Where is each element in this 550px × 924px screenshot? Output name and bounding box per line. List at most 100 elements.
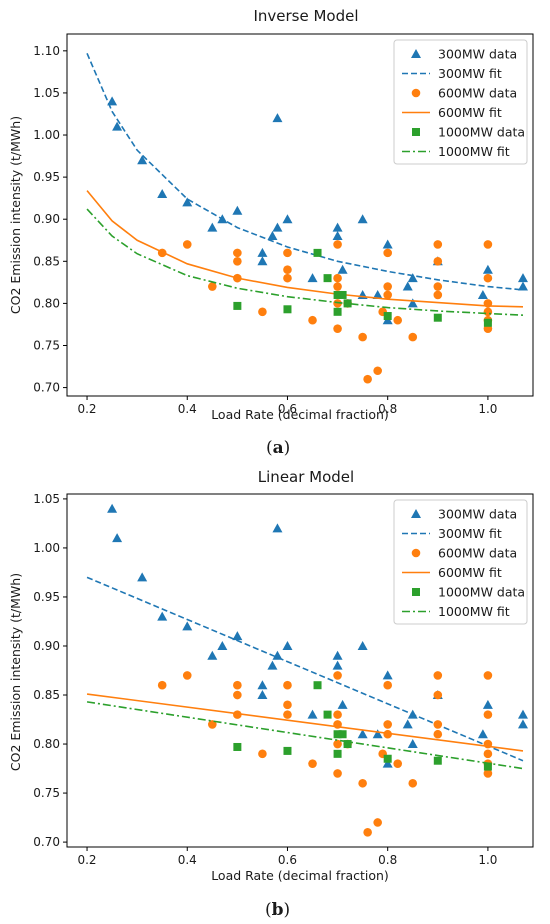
data-point-600mw-data [383,290,392,300]
data-point-600mw-data [433,671,443,680]
data-point-300mw-data [107,503,118,513]
data-point-600mw-data [393,759,403,768]
inverse-model-panel: Inverse Model 0.2 0.4 0.6 0.8 1.0 0.700.750.… [8,7,534,458]
data-point-600mw-data [333,273,342,283]
data-point-600mw-data [258,307,267,317]
data-point-300mw-data [232,205,243,215]
fit-line-1000mw-fit [86,208,524,316]
x-axis-label: Load Rate (decimal fraction) [211,407,389,422]
data-point-600mw-data [333,282,342,291]
data-point-300mw-data [357,214,368,224]
data-point-600mw-data [283,248,292,258]
data-point-1000mw-data [283,305,292,314]
data-point-300mw-data [257,690,268,700]
data-point-600mw-data [333,671,342,680]
data-point-300mw-data [112,121,123,131]
data-point-600mw-data [393,315,403,325]
legend-label: 600MW fit [438,565,502,580]
data-point-600mw-data [333,324,342,333]
data-point-300mw-data [357,640,368,650]
data-point-300mw-data [182,197,193,207]
data-point-300mw-data [332,660,343,670]
data-point-300mw-data [157,611,168,621]
legend-label: 300MW fit [438,526,502,541]
data-point-600mw-data [208,720,217,729]
data-point-600mw-data [483,710,493,719]
data-point-300mw-data [517,281,528,291]
data-point-600mw-data [433,729,443,739]
legend-marker-swatch [411,509,421,518]
data-point-1000mw-data [483,318,492,327]
data-point-300mw-data [382,670,393,680]
data-point-600mw-data [182,240,192,249]
legend-marker-swatch [411,88,421,98]
data-point-300mw-data [337,264,348,274]
y-tick-label: 0.90 [33,639,60,653]
data-point-300mw-data [332,650,343,660]
y-tick-label: 0.80 [33,296,60,310]
data-point-600mw-data [358,332,367,342]
data-point-600mw-data [483,749,493,759]
data-point-1000mw-data [313,681,322,690]
y-axis-label: CO2 Emission intensity (t/MWh) [8,573,23,771]
data-point-300mw-data [272,113,283,123]
data-point-600mw-data [383,729,392,739]
x-tick-label: 1.0 [478,402,497,416]
x-tick-label: 0.2 [77,853,96,867]
data-point-1000mw-data [433,756,442,765]
data-point-600mw-data [233,710,242,719]
data-point-300mw-data [407,298,418,308]
y-tick-label: 1.05 [33,86,60,100]
chart-marks [86,503,528,837]
data-point-600mw-data [258,749,267,759]
data-point-600mw-data [363,374,372,384]
data-point-300mw-data [332,222,343,232]
data-point-300mw-data [372,289,383,299]
data-point-300mw-data [137,572,148,582]
data-point-1000mw-data [383,312,392,321]
data-point-600mw-data [283,680,292,690]
data-point-600mw-data [233,257,242,266]
data-point-600mw-data [333,299,342,308]
data-point-600mw-data [483,671,493,680]
data-point-300mw-data [337,699,348,709]
fit-line-600mw-fit [86,693,524,752]
data-point-600mw-data [433,720,443,729]
data-point-300mw-data [257,256,268,266]
data-point-600mw-data [333,240,342,249]
data-point-300mw-data [272,650,283,660]
y-tick-label: 0.70 [33,381,60,395]
y-tick-label: 0.95 [33,590,60,604]
data-point-300mw-data [307,273,318,283]
data-point-600mw-data [283,700,292,710]
legend-marker-swatch [411,548,421,558]
data-point-600mw-data [182,671,192,680]
y-tick-label: 0.70 [33,835,60,849]
data-point-600mw-data [283,710,292,719]
data-point-1000mw-data [233,301,242,310]
data-point-600mw-data [333,739,342,749]
data-point-300mw-data [482,699,493,709]
y-axis-ticks: 0.70 0.75 0.80 0.85 0.90 0.95 1.00 1.05 [33,492,67,849]
data-point-300mw-data [407,273,418,283]
data-point-600mw-data [358,778,367,788]
data-point-600mw-data [433,282,443,291]
x-tick-label: 0.8 [378,853,397,867]
y-tick-label: 1.10 [33,44,60,58]
data-point-600mw-data [483,240,493,249]
x-tick-label: 0.4 [178,402,197,416]
chart-title: Inverse Model [253,7,358,25]
legend-label: 1000MW fit [438,144,510,159]
data-point-300mw-data [407,739,418,749]
data-point-300mw-data [282,214,293,224]
data-point-600mw-data [383,720,392,729]
data-point-300mw-data [517,709,528,719]
data-point-1000mw-data [333,730,342,739]
data-point-300mw-data [232,631,243,641]
data-point-600mw-data [333,710,342,719]
y-tick-label: 0.75 [33,338,60,352]
legend-marker-swatch [412,128,420,136]
data-point-1000mw-data [433,313,442,322]
data-point-300mw-data [207,650,218,660]
